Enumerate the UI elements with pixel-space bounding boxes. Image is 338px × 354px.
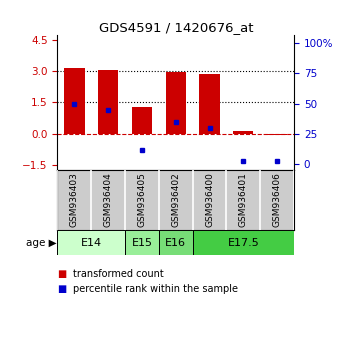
Text: percentile rank within the sample: percentile rank within the sample <box>73 284 238 293</box>
Text: GSM936404: GSM936404 <box>104 172 113 227</box>
Text: E16: E16 <box>165 238 186 248</box>
Text: E17.5: E17.5 <box>227 238 259 248</box>
Text: GSM936401: GSM936401 <box>239 172 248 228</box>
Text: GSM936403: GSM936403 <box>70 172 79 228</box>
Bar <box>233 131 254 134</box>
Bar <box>57 230 125 255</box>
Text: transformed count: transformed count <box>73 269 163 279</box>
Text: ■: ■ <box>57 269 67 279</box>
Bar <box>166 72 186 134</box>
Bar <box>199 74 220 134</box>
Text: GSM936400: GSM936400 <box>205 172 214 228</box>
Bar <box>125 230 159 255</box>
Bar <box>267 134 287 135</box>
Text: age ▶: age ▶ <box>26 238 57 248</box>
Text: GSM936405: GSM936405 <box>138 172 146 228</box>
Title: GDS4591 / 1420676_at: GDS4591 / 1420676_at <box>98 21 253 34</box>
Text: E14: E14 <box>81 238 102 248</box>
Bar <box>64 68 84 134</box>
Text: GSM936406: GSM936406 <box>273 172 282 228</box>
Bar <box>132 107 152 134</box>
Bar <box>159 230 193 255</box>
Text: ■: ■ <box>57 284 67 293</box>
Text: GSM936402: GSM936402 <box>171 172 180 227</box>
Bar <box>98 70 118 134</box>
Text: E15: E15 <box>131 238 152 248</box>
Bar <box>193 230 294 255</box>
